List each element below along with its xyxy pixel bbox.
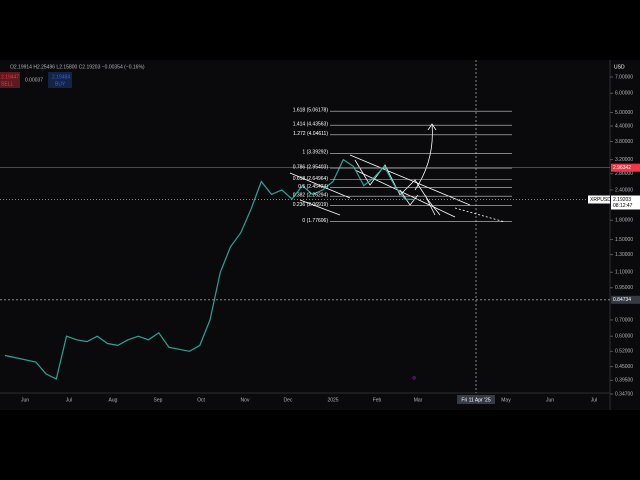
fib-label: 0 (1.77606): [302, 218, 328, 224]
price-tick-label: 5.00000: [615, 110, 633, 116]
fib-label: 0.5 (2.45424): [298, 184, 328, 190]
price-tick-label: 2.40000: [615, 187, 633, 193]
time-label: May: [501, 397, 511, 403]
time-label: Sep: [154, 397, 163, 403]
sell-button[interactable]: [0, 72, 20, 88]
symbol-label: XRPUSD: [590, 197, 611, 203]
price-tick-label: 6.00000: [615, 91, 633, 97]
time-label: Jul: [66, 397, 72, 403]
time-label: Jun: [546, 397, 554, 403]
price-tick-label: 7.00000: [615, 74, 633, 80]
time-crosshair-tag: [457, 395, 495, 404]
chart-bg: [0, 60, 640, 410]
price-tick-label: 0.39500: [615, 378, 633, 384]
fib-label: 1.272 (4.04611): [293, 131, 328, 137]
crosshair-label: 0.84734: [613, 297, 631, 303]
time-label: Dec: [284, 397, 293, 403]
time-label: Nov: [241, 397, 250, 403]
icon: ⊕: [412, 375, 416, 381]
price-tick-label: 0.70000: [615, 317, 633, 323]
time-label: Feb: [373, 397, 382, 403]
drawings: [289, 123, 506, 223]
buy-price: 2.19484: [52, 74, 70, 80]
marker-label: 2.96342: [613, 165, 631, 171]
fib-label: 1.618 (5.06178): [293, 108, 329, 114]
time-label: Jun: [21, 397, 29, 403]
price-line: [4, 158, 416, 380]
buy-label: BUY: [55, 81, 66, 87]
symbol-tag: [588, 195, 610, 204]
time-label: Jul: [591, 397, 597, 403]
price-tick-label: 0.95000: [615, 285, 633, 291]
fib-label: 0.786 (2.95403): [293, 164, 329, 170]
countdown: 08:12:47: [613, 203, 633, 209]
time-label: 2025: [327, 397, 338, 403]
fib-label: 0.236 (2.06919): [293, 202, 329, 208]
fib-label: 0.382 (2.26294): [293, 192, 329, 198]
price-tick-label: 0.60000: [615, 334, 633, 340]
ohlc: O2.19914 H2.25496 L2.15800 C2.19203 −0.0…: [10, 64, 145, 70]
price-tick-label: 3.80000: [615, 139, 633, 145]
marker-tag: [611, 163, 640, 172]
fib-label: 0.618 (2.64964): [293, 176, 329, 182]
price-tick-label: 2.80000: [615, 171, 633, 177]
time-label: Mar: [414, 397, 423, 403]
price-tick-label: 1.30000: [615, 252, 633, 258]
time-label: Oct: [197, 397, 205, 403]
fib-label: 1.414 (4.43563): [293, 121, 329, 127]
price-tick-label: 0.34700: [615, 391, 633, 397]
spread: 0.00037: [25, 77, 43, 83]
time-label: Aug: [109, 397, 118, 403]
price-tick-label: 0.52000: [615, 349, 633, 355]
current-tag: [611, 195, 640, 210]
current-label: 2.19203: [613, 197, 631, 203]
sell-label: SELL: [1, 81, 13, 87]
price-tick-label: 1.80000: [615, 218, 633, 224]
time-crosshair-label: Fri 11 Apr '25: [461, 397, 490, 403]
price-tick-label: 0.45000: [615, 364, 633, 370]
currency: USD: [614, 64, 625, 70]
fib-label: 1 (3.39292): [302, 150, 328, 156]
sell-price: 2.19447: [1, 74, 19, 80]
price-tick-label: 3.20000: [615, 157, 633, 163]
price-tick-label: 1.50000: [615, 237, 633, 243]
price-tick-label: 1.10000: [615, 270, 633, 276]
buy-button[interactable]: [48, 72, 72, 88]
price-tick-label: 4.40000: [615, 123, 633, 129]
crosshair-tag: [611, 295, 640, 304]
